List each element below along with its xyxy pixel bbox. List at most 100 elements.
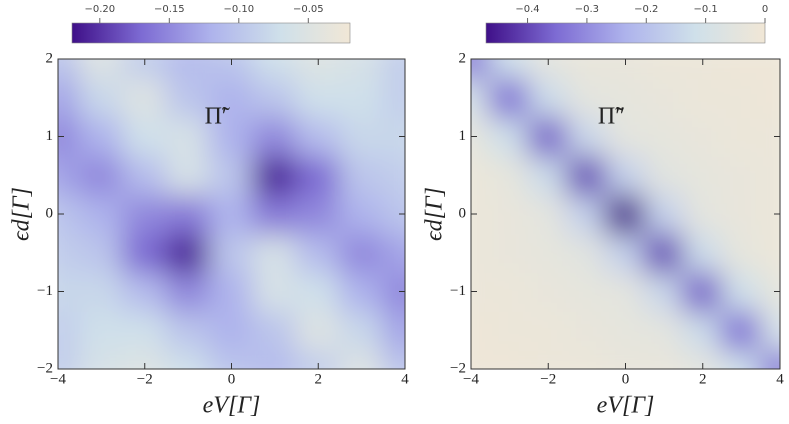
- heat-cell: [208, 59, 255, 80]
- y-axis-label: ϵd[Γ]: [422, 187, 448, 241]
- heat-cell: [208, 232, 255, 274]
- heat-cell: [252, 77, 298, 119]
- y-tick-label: −1: [37, 283, 53, 299]
- heat-cell: [489, 271, 530, 312]
- heat-cell: [471, 77, 492, 119]
- heat-cell: [165, 232, 211, 274]
- heat-cell: [252, 271, 298, 312]
- heat-cell: [759, 77, 780, 119]
- x-tick-label: 2: [699, 371, 707, 387]
- y-tick-label: 2: [459, 50, 467, 66]
- heat-cell: [605, 59, 646, 80]
- x-tick-label: −2: [540, 371, 556, 387]
- heat-cell: [338, 348, 385, 369]
- colorbar-tick-label: −0.05: [293, 4, 324, 15]
- heatmap: [471, 59, 780, 369]
- heat-cell: [643, 348, 685, 369]
- heat-cell: [489, 193, 530, 235]
- y-tick-label: 1: [459, 128, 467, 144]
- heat-cell: [759, 271, 780, 312]
- heat-cell: [643, 154, 685, 196]
- heat-cell: [489, 348, 530, 369]
- heat-cell: [682, 154, 724, 196]
- heat-cell: [721, 59, 762, 80]
- heat-cell: [338, 116, 385, 157]
- heat-cell: [643, 232, 685, 274]
- colorbar-tick-label: −0.2: [634, 4, 658, 15]
- x-tick-label: 4: [401, 371, 409, 387]
- heat-cell: [78, 59, 125, 80]
- heat-cell: [527, 348, 569, 369]
- heat-cell: [643, 193, 685, 235]
- heat-cell: [566, 309, 608, 351]
- heat-cell: [566, 232, 608, 274]
- heat-cell: [165, 309, 211, 351]
- heat-cell: [489, 77, 530, 119]
- heat-cell: [682, 271, 724, 312]
- heat-cell: [382, 59, 405, 80]
- heat-cell: [252, 232, 298, 274]
- x-tick-label: −4: [463, 371, 479, 387]
- heat-cell: [643, 59, 685, 80]
- heat-cell: [527, 193, 569, 235]
- heat-cell: [338, 271, 385, 312]
- heat-cell: [252, 309, 298, 351]
- heat-cell: [682, 309, 724, 351]
- heat-cell: [382, 77, 405, 119]
- x-axis-label: eV[Γ]: [597, 393, 655, 419]
- heat-cell: [252, 348, 298, 369]
- colorbar: [71, 22, 351, 44]
- heat-cell: [682, 232, 724, 274]
- y-tick-label: −1: [450, 283, 466, 299]
- x-tick-label: 0: [228, 371, 236, 387]
- heat-cell: [252, 59, 298, 80]
- heat-cell: [759, 59, 780, 80]
- heat-cell: [489, 59, 530, 80]
- heat-cell: [471, 348, 492, 369]
- heat-cell: [165, 193, 211, 235]
- heat-cell: [382, 309, 405, 351]
- heat-cell: [759, 193, 780, 235]
- heat-cell: [721, 116, 762, 157]
- heat-cell: [122, 77, 168, 119]
- colorbar-tick-label: −0.15: [154, 4, 185, 15]
- heat-cell: [208, 271, 255, 312]
- heat-cell: [382, 116, 405, 157]
- heat-cell: [527, 77, 569, 119]
- heat-cell: [122, 271, 168, 312]
- heat-cell: [78, 309, 125, 351]
- heat-cell: [295, 116, 341, 157]
- heat-cell: [252, 154, 298, 196]
- heat-cell: [489, 116, 530, 157]
- heat-cell: [165, 348, 211, 369]
- heat-cell: [471, 271, 492, 312]
- heat-cell: [721, 348, 762, 369]
- colorbar-tick-label: −0.3: [575, 4, 599, 15]
- heat-cell: [682, 59, 724, 80]
- heat-cell: [682, 193, 724, 235]
- x-tick-label: 4: [776, 371, 784, 387]
- heat-cell: [471, 193, 492, 235]
- heat-cell: [122, 193, 168, 235]
- heat-cell: [759, 232, 780, 274]
- heat-cell: [605, 77, 646, 119]
- heat-cell: [122, 59, 168, 80]
- heat-cell: [682, 348, 724, 369]
- heat-cell: [58, 77, 81, 119]
- heat-cell: [295, 232, 341, 274]
- heat-cell: [338, 193, 385, 235]
- x-tick-label: −4: [50, 371, 66, 387]
- heat-cell: [721, 193, 762, 235]
- heat-cell: [78, 232, 125, 274]
- heat-cell: [721, 77, 762, 119]
- heat-cell: [338, 232, 385, 274]
- heat-cell: [165, 77, 211, 119]
- heat-cell: [295, 154, 341, 196]
- heat-cell: [208, 77, 255, 119]
- heat-cell: [122, 154, 168, 196]
- heat-cell: [295, 59, 341, 80]
- heat-cell: [338, 309, 385, 351]
- heat-cell: [566, 193, 608, 235]
- heat-cell: [208, 154, 255, 196]
- heatmap: [58, 59, 405, 369]
